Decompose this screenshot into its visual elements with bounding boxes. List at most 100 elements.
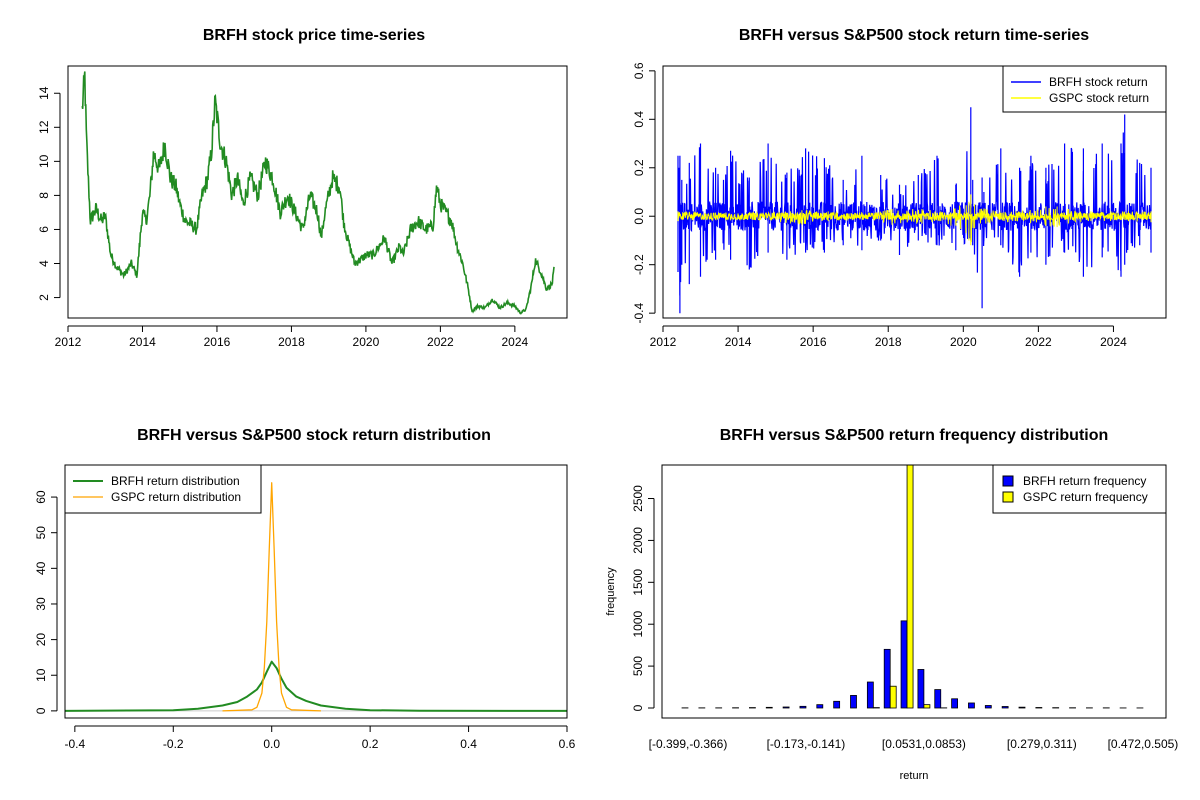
y-tick-label: 0.6	[632, 62, 646, 79]
x-tick-label: 0.2	[362, 737, 379, 751]
plot-frame	[64, 464, 568, 719]
bar-BRFH	[850, 695, 857, 709]
legend-label: BRFH return frequency	[1023, 474, 1146, 488]
legend-box	[1002, 65, 1167, 113]
y-tick-label: 2	[37, 294, 51, 301]
y-tick-label: 2500	[631, 485, 645, 512]
plot-frame	[661, 464, 1167, 719]
bar-BRFH	[951, 698, 958, 709]
bar-BRFH	[866, 681, 874, 709]
y-tick-label: 2000	[631, 527, 645, 554]
x-tick-label: 2024	[1100, 335, 1127, 349]
bar-GSPC	[906, 464, 914, 709]
x-tick-label: 2014	[129, 335, 156, 349]
y-tick-label: 6	[37, 226, 51, 233]
x-tick-label: 0.0	[263, 737, 280, 751]
x-tick-label: [-0.399,-0.366)	[649, 737, 728, 751]
x-tick-label: -0.4	[64, 737, 85, 751]
x-tick-label: 2014	[725, 335, 752, 349]
bar-BRFH	[883, 648, 891, 709]
bar-GSPC	[889, 685, 897, 709]
return-line-GSPC	[677, 194, 1152, 246]
y-axis-label: frequency	[605, 567, 617, 616]
bar-BRFH	[833, 700, 841, 709]
y-tick-label: 1000	[631, 611, 645, 638]
bar-BRFH	[799, 705, 807, 709]
legend-swatch	[1002, 491, 1014, 503]
x-tick-label: 2024	[502, 335, 529, 349]
density-line-GSPC	[222, 482, 321, 712]
x-tick-label: 2012	[55, 335, 82, 349]
bar-BRFH	[1018, 706, 1026, 709]
legend-box	[992, 464, 1167, 514]
chart-title: BRFH versus S&P500 stock return time-ser…	[739, 27, 1089, 44]
plot-frame	[662, 65, 1167, 319]
y-tick-label: 4	[37, 260, 51, 267]
legend-box	[64, 464, 262, 514]
x-tick-label: 2016	[800, 335, 827, 349]
x-tick-label: [-0.173,-0.141)	[767, 737, 846, 751]
x-tick-label: 2016	[204, 335, 231, 349]
y-tick-label: 10	[37, 154, 51, 168]
bar-BRFH	[968, 702, 975, 709]
legend-label: GSPC stock return	[1049, 91, 1149, 105]
bar-BRFH	[765, 706, 773, 709]
y-tick-label: 10	[34, 668, 48, 682]
y-tick-label: 20	[34, 633, 48, 647]
bar-BRFH	[816, 704, 824, 709]
chart-return-timeseries: BRFH versus S&P500 stock return time-ser…	[632, 27, 1167, 349]
x-tick-label: 2020	[353, 335, 380, 349]
x-axis-label: return	[900, 770, 929, 782]
y-tick-label: 1500	[631, 569, 645, 596]
y-tick-label: 12	[37, 120, 51, 134]
bar-BRFH	[1035, 707, 1043, 709]
y-tick-label: -0.2	[632, 254, 646, 275]
y-tick-label: 30	[34, 597, 48, 611]
x-tick-label: 2022	[1025, 335, 1052, 349]
y-tick-label: 500	[631, 656, 645, 676]
y-tick-label: 0	[34, 707, 48, 714]
y-tick-label: 8	[37, 192, 51, 199]
x-tick-label: 2018	[278, 335, 305, 349]
chart-return-density: BRFH versus S&P500 stock return distribu…	[34, 427, 576, 751]
y-tick-label: 0	[631, 704, 645, 711]
x-tick-label: [0.0531,0.0853)	[882, 737, 966, 751]
bar-BRFH	[782, 706, 790, 709]
x-tick-label: 2018	[875, 335, 902, 349]
x-tick-label: 0.4	[460, 737, 477, 751]
legend-label: GSPC return frequency	[1023, 490, 1148, 504]
x-tick-label: 2012	[650, 335, 677, 349]
x-tick-label: -0.2	[163, 737, 184, 751]
return-line-BRFH	[677, 107, 1152, 314]
x-tick-label: 2020	[950, 335, 977, 349]
chart-price-timeseries: BRFH stock price time-series 2012 2014 2016…	[37, 27, 568, 349]
bar-GSPC	[923, 704, 931, 709]
density-line-BRFH	[64, 660, 568, 712]
chart-title: BRFH versus S&P500 stock return distribu…	[137, 427, 491, 444]
legend-label: BRFH return distribution	[111, 474, 240, 488]
x-tick-label: 0.6	[559, 737, 576, 751]
legend-swatch	[1002, 475, 1014, 487]
y-tick-label: 40	[34, 561, 48, 575]
y-tick-label: 60	[34, 490, 48, 504]
legend-label: GSPC return distribution	[111, 490, 241, 504]
y-tick-label: 14	[37, 86, 51, 100]
y-tick-label: 0.2	[632, 159, 646, 176]
y-tick-label: -0.4	[632, 302, 646, 323]
x-tick-label: 2022	[427, 335, 454, 349]
chart-return-frequency: BRFH versus S&P500 return frequency dist…	[605, 427, 1178, 782]
x-tick-label: [0.279,0.311)	[1007, 737, 1077, 751]
bar-BRFH	[1001, 706, 1009, 709]
y-tick-label: 0.0	[632, 208, 646, 225]
x-tick-label: [0.472,0.505)	[1108, 737, 1179, 751]
bar-BRFH	[984, 705, 992, 709]
bar-BRFH	[900, 620, 908, 709]
bar-BRFH	[917, 669, 925, 709]
bar-BRFH	[934, 689, 942, 709]
legend-label: BRFH stock return	[1049, 75, 1148, 89]
chart-title: BRFH stock price time-series	[203, 27, 425, 44]
y-tick-label: 0.4	[632, 111, 646, 128]
y-tick-label: 50	[34, 526, 48, 540]
chart-title: BRFH versus S&P500 return frequency dist…	[720, 427, 1109, 444]
